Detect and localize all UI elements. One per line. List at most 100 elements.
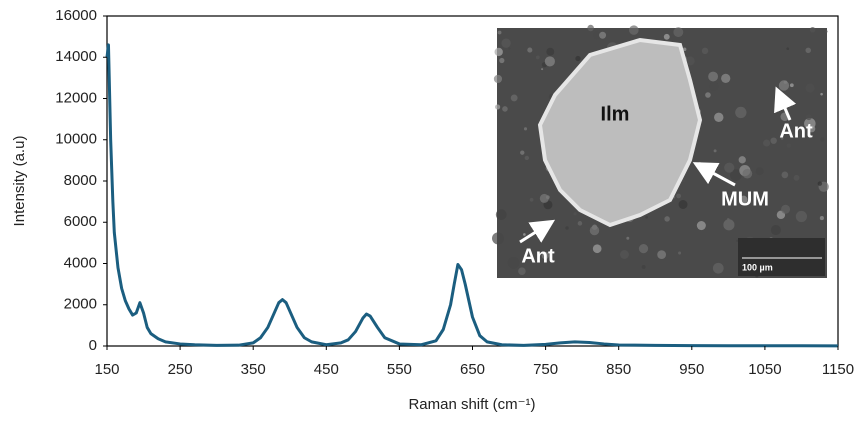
arrow: [519, 219, 556, 244]
y-tick-label: 16000: [55, 7, 97, 24]
texture: [577, 221, 583, 226]
texture: [499, 57, 505, 64]
texture: [573, 212, 577, 216]
x-tick-label: 350: [241, 361, 266, 378]
texture: [805, 83, 815, 93]
texture: [641, 264, 646, 269]
arrow: [692, 162, 736, 187]
texture: [825, 30, 828, 33]
texture: [492, 232, 504, 245]
texture: [809, 26, 816, 33]
texture: [786, 47, 790, 51]
x-tick-label: 450: [314, 361, 339, 378]
texture: [678, 200, 688, 209]
texture: [629, 25, 639, 35]
texture: [781, 171, 789, 179]
spectrum-line: [105, 43, 839, 348]
texture: [714, 112, 724, 123]
x-tick-label: 650: [460, 361, 485, 378]
x-axis-title: Raman shift (cm⁻¹): [408, 396, 535, 413]
texture: [721, 73, 731, 83]
sem-inset: Ilm Ant MUM Ant 100 µm: [492, 24, 829, 278]
y-tick-label: 0: [89, 337, 97, 354]
texture: [495, 209, 507, 220]
texture: [781, 204, 791, 214]
texture: [742, 168, 753, 179]
texture: [593, 31, 602, 40]
texture: [523, 233, 526, 236]
x-tick-label: 550: [387, 361, 412, 378]
texture: [685, 56, 695, 66]
texture: [724, 162, 735, 173]
texture: [546, 47, 555, 56]
texture: [820, 137, 825, 142]
texture: [541, 68, 544, 71]
y-tick-label: 6000: [64, 213, 97, 230]
texture: [544, 56, 555, 67]
annotation: Ant: [521, 245, 555, 267]
ilm-grain: [537, 37, 703, 228]
annotation: MUM: [721, 188, 769, 210]
texture: [657, 250, 667, 259]
x-tick-label: 850: [606, 361, 631, 378]
texture: [501, 38, 511, 48]
texture: [599, 31, 607, 39]
y-tick-label: 12000: [55, 89, 97, 106]
texture: [638, 243, 649, 254]
texture: [808, 125, 816, 133]
y-tick-label: 8000: [64, 172, 97, 189]
texture: [523, 127, 528, 131]
texture: [713, 149, 717, 153]
texture: [535, 55, 540, 60]
x-tick-label: 1150: [822, 361, 854, 378]
texture: [645, 215, 648, 219]
texture: [497, 30, 502, 35]
x-tick-label: 250: [168, 361, 193, 378]
texture: [493, 74, 503, 84]
texture: [541, 251, 549, 260]
texture: [730, 169, 742, 181]
texture: [817, 181, 823, 186]
texture: [518, 267, 526, 275]
texture: [726, 218, 730, 221]
texture: [664, 216, 670, 222]
x-tick-label: 950: [679, 361, 704, 378]
texture: [795, 210, 808, 223]
texture: [529, 197, 534, 202]
texture: [763, 139, 771, 147]
texture: [626, 236, 630, 240]
texture: [575, 55, 581, 62]
texture: [770, 137, 777, 144]
texture: [783, 80, 788, 84]
scale-label: 100 µm: [742, 262, 773, 272]
texture: [696, 221, 706, 231]
texture: [780, 136, 784, 140]
texture: [820, 92, 823, 96]
texture: [678, 251, 682, 255]
texture: [739, 195, 748, 204]
texture: [682, 47, 687, 52]
texture: [735, 106, 747, 119]
y-axis-title: Intensity (a.u): [11, 136, 28, 227]
texture: [786, 143, 791, 148]
texture: [507, 256, 520, 269]
texture: [539, 193, 549, 203]
x-tick-label: 150: [94, 361, 119, 378]
texture: [520, 150, 525, 155]
texture: [723, 219, 735, 231]
texture: [494, 47, 503, 57]
x-tick-label: 1050: [748, 361, 781, 378]
texture: [524, 155, 530, 161]
texture: [502, 106, 508, 112]
scale-box: [738, 238, 825, 276]
x-tick-label: 750: [533, 361, 558, 378]
texture: [682, 179, 686, 183]
texture: [708, 71, 719, 82]
texture: [789, 83, 794, 88]
texture: [663, 33, 670, 40]
texture: [709, 81, 719, 91]
texture: [819, 216, 824, 221]
texture: [510, 94, 518, 102]
texture: [736, 239, 739, 242]
texture: [592, 244, 602, 254]
